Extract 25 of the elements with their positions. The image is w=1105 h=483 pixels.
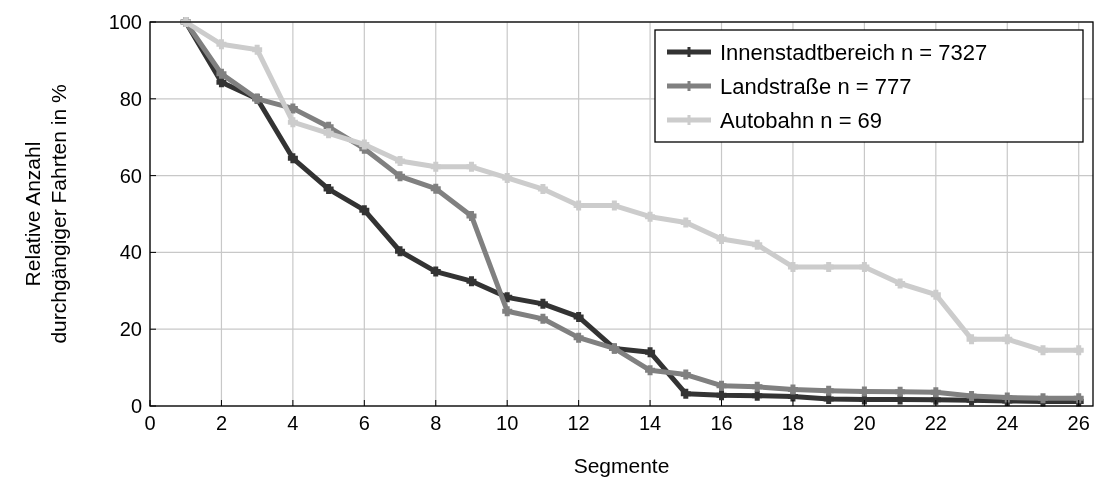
legend-label: Landstraße n = 777 [720, 74, 912, 99]
x-tick-label: 8 [430, 412, 442, 434]
x-tick-label: 24 [996, 412, 1019, 434]
legend-label: Innenstadtbereich n = 7327 [720, 40, 988, 65]
y-tick-label: 0 [130, 395, 142, 417]
x-tick-label: 22 [924, 412, 947, 434]
x-axis-title: Segmente [573, 454, 670, 477]
x-tick-label: 26 [1067, 412, 1090, 434]
y-tick-label: 60 [119, 164, 142, 187]
y-tick-label: 100 [108, 11, 142, 33]
x-tick-label: 12 [567, 412, 590, 434]
y-tick-label: 40 [119, 241, 142, 264]
legend-label: Autobahn n = 69 [720, 108, 883, 133]
x-tick-label: 20 [853, 412, 876, 434]
x-tick-label: 0 [144, 412, 156, 434]
x-tick-label: 6 [358, 412, 370, 434]
y-tick-label: 80 [119, 87, 142, 110]
x-tick-label: 16 [710, 412, 733, 434]
x-tick-label: 18 [781, 412, 805, 434]
y-axis-title: Relative Anzahl durchgängiger Fahrten in % [21, 84, 70, 344]
y-tick-label: 20 [119, 318, 142, 341]
x-tick-label: 14 [638, 412, 662, 434]
x-tick-label: 4 [287, 412, 299, 434]
x-tick-label: 10 [496, 412, 519, 434]
x-tick-label: 2 [215, 412, 227, 434]
